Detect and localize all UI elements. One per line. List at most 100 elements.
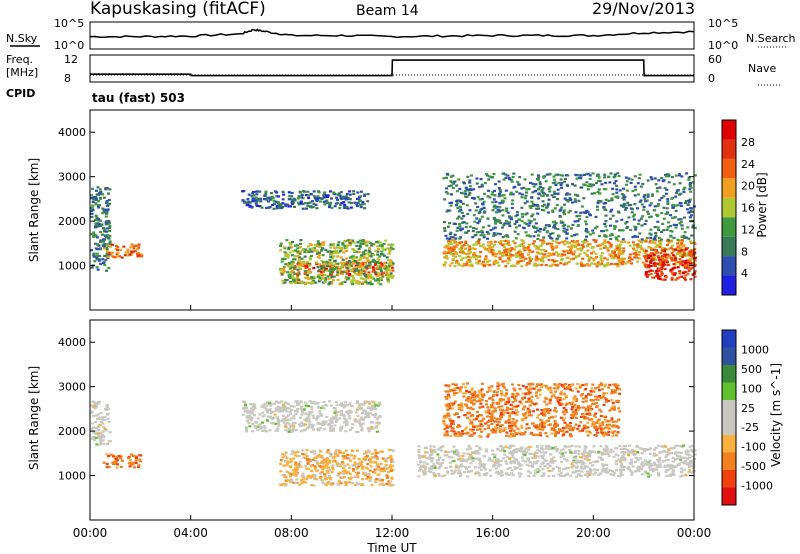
power-cell — [557, 235, 561, 238]
power-cell — [91, 209, 95, 212]
power-cell — [683, 236, 687, 239]
velocity-cell — [534, 469, 538, 472]
power-cell — [100, 223, 104, 226]
power-cell — [269, 198, 273, 201]
power-cell — [618, 261, 622, 264]
power-cell — [359, 272, 363, 275]
power-cell — [504, 173, 508, 176]
power-cell — [358, 239, 362, 242]
velocity-cell — [328, 419, 332, 422]
power-cell — [305, 194, 308, 197]
power-cell — [539, 227, 542, 231]
power-cell — [569, 250, 573, 254]
power-cell — [370, 260, 374, 263]
velocity-cell — [345, 421, 349, 424]
velocity-cell — [570, 462, 574, 465]
power-cell — [250, 206, 254, 209]
velocity-cell — [665, 454, 669, 457]
power-cell — [657, 236, 661, 239]
power-cell — [93, 218, 97, 221]
power-cell — [306, 245, 310, 248]
power-cell — [617, 175, 621, 178]
power-cell — [617, 211, 621, 214]
power-cell — [325, 267, 328, 270]
velocity-cell — [653, 448, 657, 451]
power-cell — [380, 262, 384, 266]
power-cell — [644, 239, 648, 242]
power-cell — [116, 246, 120, 249]
power-cell — [590, 192, 594, 195]
velocity-cell — [339, 414, 343, 417]
velocity-cell — [555, 466, 559, 469]
velocity-cell — [286, 461, 290, 464]
power-cell — [622, 240, 626, 244]
velocity-cell — [309, 474, 313, 478]
velocity-cell — [469, 455, 473, 458]
power-cell — [582, 264, 586, 267]
velocity-cell — [687, 465, 691, 468]
velocity-cell — [340, 412, 344, 415]
velocity-cell — [457, 469, 461, 472]
power-cell — [531, 191, 535, 194]
power-cell — [359, 190, 363, 193]
power-cell — [529, 206, 533, 209]
power-cell — [487, 224, 491, 227]
power-cell — [675, 189, 679, 192]
power-cell — [365, 265, 368, 268]
power-cell — [534, 222, 538, 225]
velocity-cell — [280, 410, 284, 413]
power-color-step — [722, 197, 736, 218]
power-cell — [662, 206, 666, 209]
power-cell — [126, 249, 130, 252]
velocity-cell — [453, 450, 457, 453]
velocity-cell — [245, 409, 249, 412]
power-cell — [467, 252, 471, 255]
velocity-cell — [437, 474, 441, 477]
velocity-cell — [473, 466, 477, 469]
velocity-cell — [352, 457, 356, 460]
power-cell — [337, 241, 341, 244]
velocity-cell — [326, 471, 330, 474]
power-cell — [469, 256, 473, 259]
power-cell — [480, 245, 484, 248]
velocity-cell — [106, 412, 110, 415]
velocity-cell — [256, 417, 260, 420]
power-cell — [509, 218, 513, 221]
power-cell — [329, 243, 333, 246]
velocity-cell — [389, 454, 393, 458]
power-cell — [94, 202, 98, 205]
power-cell — [511, 199, 515, 202]
velocity-cell — [584, 446, 588, 449]
power-cell — [324, 248, 328, 251]
power-cell — [476, 196, 480, 199]
power-cell — [108, 225, 112, 228]
power-cell — [286, 203, 290, 206]
velocity-cell — [427, 457, 431, 460]
velocity-cell — [304, 417, 308, 420]
velocity-cell — [323, 428, 327, 431]
power-cell — [275, 195, 279, 198]
velocity-cell — [457, 465, 461, 468]
velocity-cell — [548, 460, 552, 463]
power-cell — [502, 251, 506, 254]
power-cell — [592, 184, 595, 187]
power-cell — [671, 216, 675, 219]
power-cell — [247, 193, 251, 196]
velocity-cell — [454, 466, 458, 469]
velocity-cell — [282, 483, 286, 486]
velocity-cell — [658, 457, 662, 460]
power-cell — [688, 182, 692, 185]
power-cell — [361, 277, 365, 281]
velocity-cell — [617, 474, 620, 477]
power-cell — [515, 213, 519, 217]
power-cell — [506, 240, 510, 243]
power-cell — [491, 246, 495, 249]
velocity-cell — [251, 403, 255, 406]
power-cell — [679, 247, 683, 250]
power-cell — [502, 246, 506, 249]
power-cell — [647, 270, 651, 273]
power-cell — [330, 264, 334, 267]
power-cell — [458, 225, 462, 228]
velocity-cell — [133, 466, 137, 469]
power-cell — [594, 257, 598, 260]
